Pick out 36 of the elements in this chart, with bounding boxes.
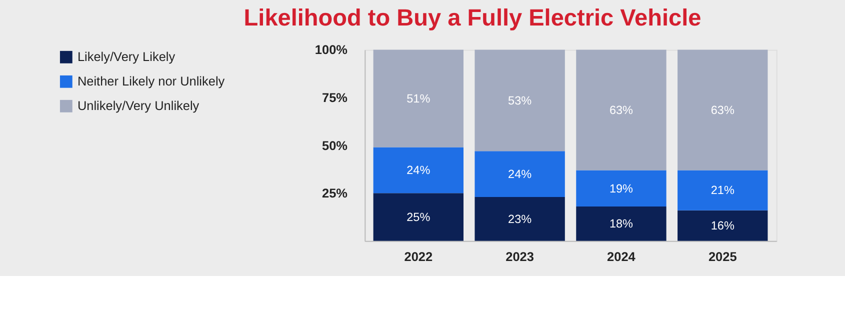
y-tick-label: 25% bbox=[322, 186, 348, 201]
data-label: 53% bbox=[508, 94, 532, 108]
data-label: 23% bbox=[508, 212, 532, 226]
chart-title: Likelihood to Buy a Fully Electric Vehicle bbox=[244, 4, 702, 30]
y-tick-label: 50% bbox=[322, 138, 348, 153]
x-tick-label: 2023 bbox=[506, 249, 534, 264]
data-label: 19% bbox=[609, 182, 634, 196]
data-label: 16% bbox=[710, 220, 735, 233]
x-tick-label: 2025 bbox=[708, 249, 737, 264]
bar bbox=[678, 50, 768, 170]
data-label: 63% bbox=[609, 104, 634, 117]
bar bbox=[373, 147, 464, 194]
data-label: 24% bbox=[406, 164, 431, 178]
bar bbox=[474, 151, 565, 197]
data-label: 51% bbox=[406, 92, 431, 106]
legend-label: Neither Likely nor Unlikely bbox=[77, 74, 226, 89]
data-label: 24% bbox=[508, 168, 532, 181]
bar bbox=[373, 50, 464, 148]
data-label: 25% bbox=[406, 210, 431, 224]
bar bbox=[474, 196, 565, 241]
legend-label: Likely/Very Likely bbox=[77, 49, 176, 64]
bar bbox=[576, 170, 666, 207]
x-tick-label: 2024 bbox=[607, 249, 636, 264]
bar bbox=[373, 193, 464, 241]
data-label: 18% bbox=[609, 218, 634, 231]
bar bbox=[474, 50, 565, 152]
bar bbox=[576, 206, 666, 241]
bar bbox=[576, 50, 666, 170]
y-tick-label: 75% bbox=[322, 90, 348, 105]
bar bbox=[678, 210, 768, 241]
bar bbox=[678, 170, 768, 210]
data-label: 63% bbox=[710, 104, 735, 117]
legend-label: Unlikely/Very Unlikely bbox=[77, 98, 200, 114]
y-tick-label: 100% bbox=[314, 42, 348, 58]
data-label: 21% bbox=[710, 184, 735, 198]
x-tick-label: 2022 bbox=[404, 249, 433, 264]
